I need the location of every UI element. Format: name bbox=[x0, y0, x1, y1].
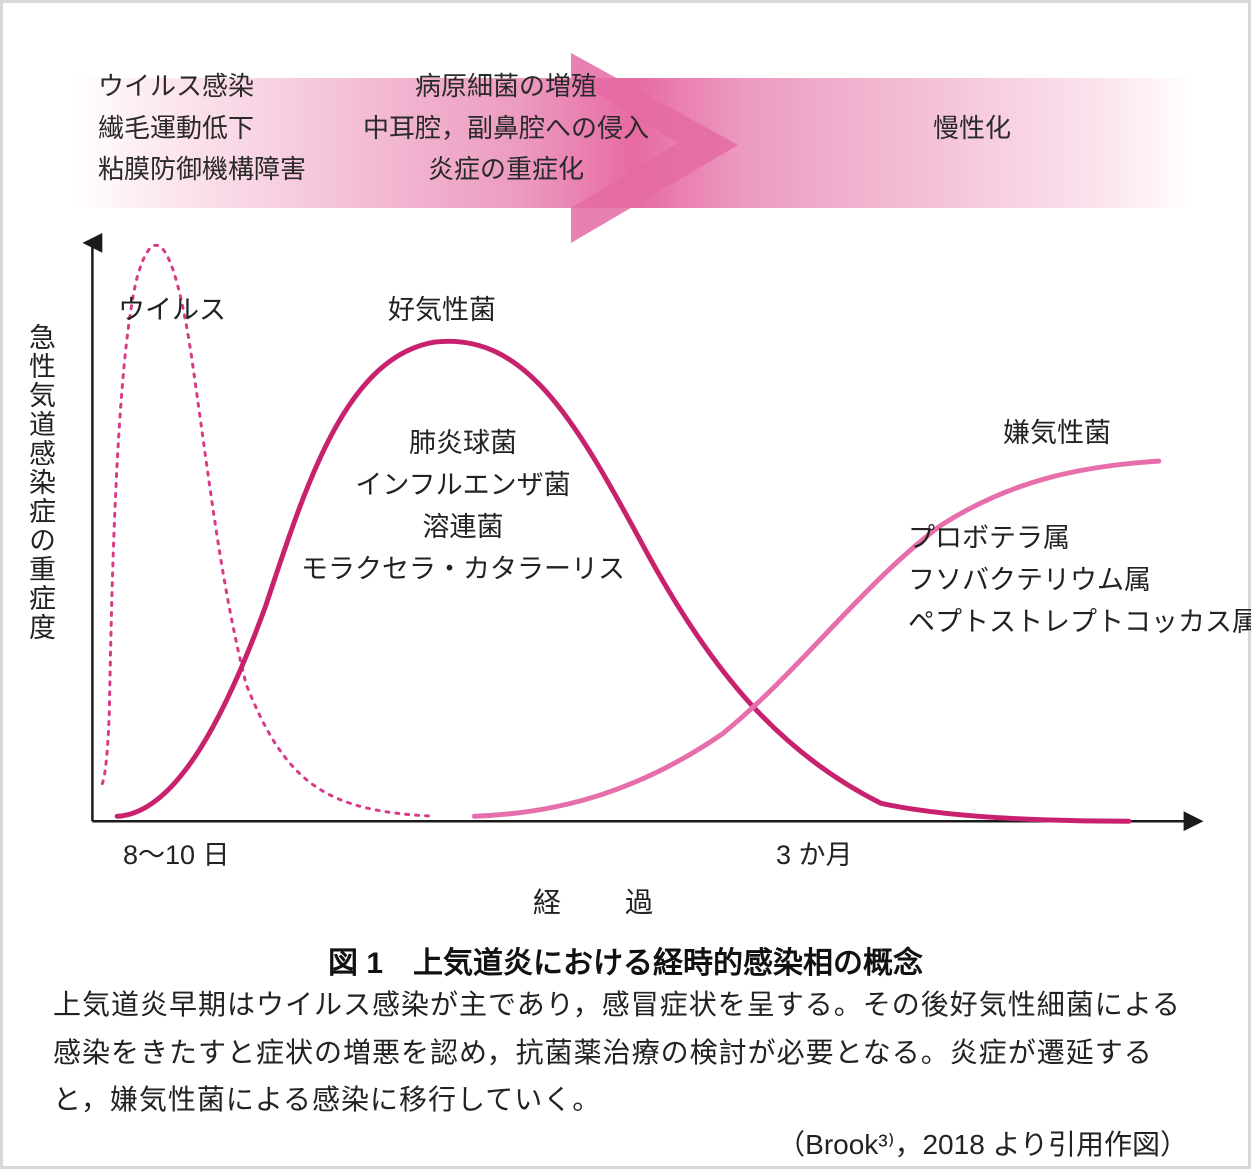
phase2-text: 病原細菌の増殖 中耳腔，副鼻腔への侵入 炎症の重症化 bbox=[363, 66, 649, 191]
phase1-text: ウイルス感染 繊毛運動低下 粘膜防御機構障害 bbox=[98, 66, 306, 191]
anaerobic-list: プロボテラ属 フソバクテリウム属 ペプトストレプトコッカス属 bbox=[908, 518, 1251, 644]
x-axis-label: 経 過 bbox=[533, 881, 671, 921]
figure-caption: 上気道炎早期はウイルス感染が主であり，感冒症状を呈する。その後好気性細菌による感… bbox=[53, 981, 1203, 1124]
figure-title: 図 1 上気道炎における経時的感染相の概念 bbox=[3, 938, 1248, 982]
x-tick-1: 8～10 日 bbox=[123, 833, 230, 872]
virus-label: ウイルス bbox=[118, 288, 226, 327]
aerobic-label: 好気性菌 bbox=[388, 288, 496, 327]
anaerobic-label: 嫌気性菌 bbox=[1003, 411, 1111, 450]
aerobic-list: 肺炎球菌 インフルエンザ菌 溶連菌 モラクセラ・カタラーリス bbox=[301, 423, 625, 590]
y-axis-label: 急性気道感染症の重症度 bbox=[21, 323, 60, 642]
figure-page: ウイルス感染 繊毛運動低下 粘膜防御機構障害 病原細菌の増殖 中耳腔，副鼻腔への… bbox=[0, 0, 1251, 1169]
x-tick-2: 3 か月 bbox=[776, 833, 853, 872]
figure-citation: （Brook³⁾，2018 より引用作図） bbox=[777, 1123, 1188, 1163]
phase3-text: 慢性化 bbox=[933, 108, 1011, 150]
